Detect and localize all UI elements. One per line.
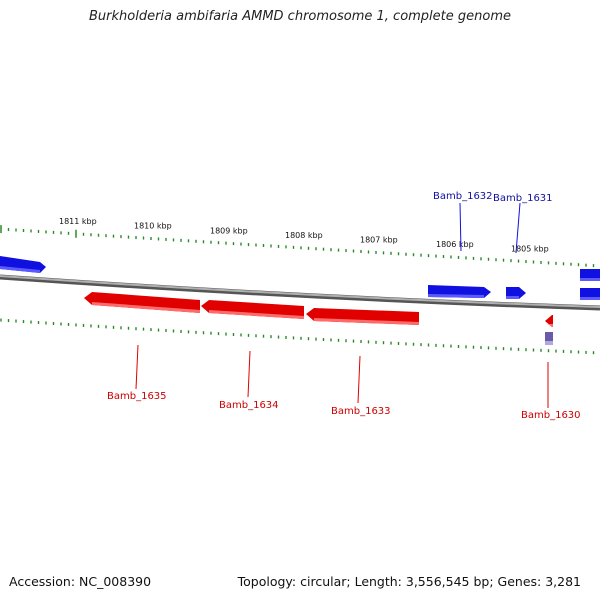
gene-bamb-1630[interactable]	[545, 315, 553, 327]
outer-tick-track	[0, 225, 595, 268]
forward-gene-left-edge[interactable]	[0, 256, 46, 273]
gene-bamb-1632[interactable]	[428, 285, 491, 298]
label-bamb-1634: Bamb_1634	[219, 400, 279, 411]
inner-tick-track	[0, 318, 595, 355]
other-feature[interactable]	[545, 332, 553, 345]
kbp-tick-label: 1807 kbp	[360, 236, 398, 245]
gene-bamb-1635[interactable]	[84, 292, 200, 313]
chromosome-backbone-highlight	[0, 275, 600, 308]
kbp-tick-label: 1808 kbp	[285, 231, 323, 240]
kbp-tick-label: 1811 kbp	[59, 217, 97, 226]
gene-bamb-1631[interactable]	[506, 287, 526, 299]
gene-bamb-1633[interactable]	[306, 308, 419, 325]
label-bamb-1631: Bamb_1631	[493, 193, 553, 204]
leader-lines	[135, 202, 549, 408]
genome-summary-text: Topology: circular; Length: 3,556,545 bp…	[237, 574, 581, 589]
label-bamb-1633: Bamb_1633	[331, 406, 391, 417]
accession-text: Accession: NC_008390	[9, 574, 152, 589]
forward-gene-right-edge-1[interactable]	[580, 269, 600, 281]
map-title: Burkholderia ambifaria AMMD chromosome 1…	[88, 9, 512, 24]
gene-labels: Bamb_1632 Bamb_1631 Bamb_1635 Bamb_1634 …	[107, 191, 581, 421]
kbp-tick-label: 1809 kbp	[210, 226, 248, 235]
label-bamb-1632: Bamb_1632	[433, 191, 493, 202]
kbp-tick-label: 1806 kbp	[436, 240, 474, 249]
forward-gene-right-edge-2[interactable]	[580, 288, 600, 300]
label-bamb-1630: Bamb_1630	[521, 410, 581, 421]
label-bamb-1635: Bamb_1635	[107, 391, 167, 402]
kbp-labels: 1811 kbp 1810 kbp 1809 kbp 1808 kbp 1807 kbp…	[59, 217, 549, 254]
kbp-tick-label: 1805 kbp	[511, 245, 549, 254]
kbp-tick-label: 1810 kbp	[134, 222, 172, 231]
gene-bamb-1634[interactable]	[201, 300, 304, 319]
